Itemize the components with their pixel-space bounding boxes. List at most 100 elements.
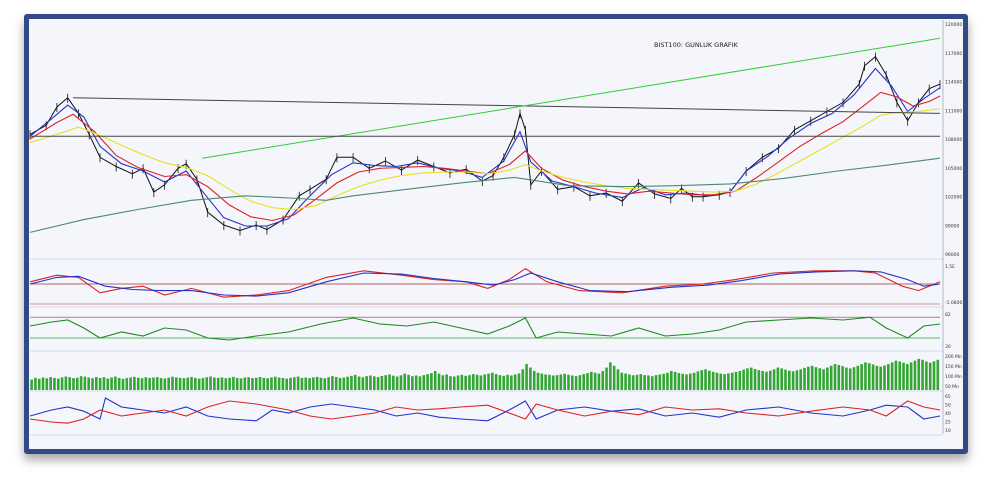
volume-bar — [921, 359, 924, 390]
y-tick-label: 120000 — [945, 22, 962, 28]
volume-bar — [380, 376, 384, 390]
volume-bar — [833, 364, 837, 390]
volume-bar — [510, 375, 513, 390]
volume-bar — [513, 374, 517, 390]
series-ema_fast — [29, 67, 941, 227]
y-tick-label: 96000 — [945, 252, 959, 258]
volume-bar — [350, 375, 353, 390]
volume-bar — [140, 378, 144, 390]
volume-bar — [475, 374, 479, 390]
volume-bar — [776, 367, 780, 390]
volume-bar — [53, 377, 56, 390]
volume-bar — [190, 377, 193, 390]
volume-bar — [605, 367, 608, 390]
volume-bar — [593, 372, 597, 390]
volume-bar — [273, 376, 277, 390]
volume-bar — [521, 369, 525, 390]
volume-bar — [407, 374, 410, 390]
volume-bar — [643, 375, 646, 390]
volume-bar — [449, 376, 452, 390]
volume-bar — [860, 364, 863, 390]
volume-bar — [506, 374, 509, 390]
series-macd — [29, 267, 941, 298]
volume-bar — [829, 365, 833, 390]
volume-bar — [856, 365, 860, 390]
volume-bar — [213, 377, 216, 390]
volume-bar — [129, 377, 132, 390]
volume-bar — [570, 375, 574, 390]
volume-bar — [631, 375, 635, 390]
volume-bar — [890, 362, 894, 390]
volume-bar — [136, 377, 140, 390]
volume-bar — [563, 373, 566, 390]
volume-bar — [723, 374, 726, 390]
volume-bar — [753, 368, 757, 390]
volume-bar — [601, 371, 605, 390]
volume-bar — [308, 378, 311, 390]
y-tick-label: 65 — [945, 394, 951, 400]
volume-bar — [293, 377, 296, 390]
y-tick-label: 150 Mn — [945, 364, 962, 370]
volume-bar — [612, 365, 616, 390]
volume-bar — [685, 374, 688, 390]
volume-bar — [342, 377, 346, 390]
volume-bar — [894, 360, 898, 390]
volume-bar — [471, 374, 475, 390]
volume-bar — [152, 377, 155, 390]
volume-bar — [586, 373, 589, 390]
series-price — [29, 55, 941, 232]
volume-bar — [372, 376, 376, 390]
volume-bar — [243, 377, 247, 390]
volume-bar — [555, 375, 559, 390]
volume-bar — [837, 364, 841, 390]
volume-bar — [673, 371, 677, 390]
volume-bar — [239, 378, 243, 390]
volume-bar — [174, 377, 178, 390]
volume-bar — [483, 374, 487, 390]
volume-bar — [795, 370, 799, 390]
volume-bar — [479, 375, 483, 390]
volume-bar — [361, 377, 365, 390]
volume-bar — [296, 376, 300, 390]
volume-bar — [430, 373, 433, 390]
series-ema_slow — [29, 108, 941, 211]
y-tick-label: 100 Mn — [945, 374, 962, 380]
volume-bar — [228, 377, 231, 390]
y-tick-label: 105000 — [945, 166, 962, 172]
volume-bar — [906, 364, 909, 390]
volume-bar — [304, 377, 308, 390]
volume-bar — [163, 378, 167, 390]
series-di_plus — [29, 397, 941, 422]
y-tick-label: 108000 — [945, 137, 962, 143]
volume-bar — [258, 377, 262, 390]
volume-bar — [936, 359, 940, 390]
series-trend_up — [202, 37, 941, 159]
volume-bar — [34, 377, 37, 390]
volume-bar — [491, 372, 494, 390]
volume-bar — [635, 374, 639, 390]
volume-bar — [730, 372, 734, 390]
volume-bar — [841, 366, 844, 390]
y-tick-label: 99000 — [945, 223, 959, 229]
volume-bar — [757, 370, 761, 390]
volume-bar — [464, 375, 467, 390]
volume-bar — [871, 364, 875, 390]
volume-bar — [95, 377, 98, 390]
chart-title: BIST100: GUNLUK GRAFIK — [654, 41, 739, 49]
volume-bar — [197, 378, 201, 390]
volume-bar — [216, 377, 220, 390]
volume-bar — [468, 375, 471, 390]
y-tick-label: 40 — [945, 411, 951, 417]
volume-bar — [700, 370, 704, 390]
volume-bar — [91, 378, 94, 390]
volume-bar — [624, 373, 627, 390]
volume-bar — [369, 375, 372, 390]
volume-bar — [487, 373, 490, 390]
volume-bar — [826, 367, 829, 390]
volume-bar — [708, 370, 711, 390]
volume-bar — [746, 368, 749, 390]
volume-bar — [182, 378, 186, 390]
volume-bar — [616, 369, 620, 390]
volume-bar — [315, 376, 319, 390]
volume-bar — [784, 369, 787, 390]
